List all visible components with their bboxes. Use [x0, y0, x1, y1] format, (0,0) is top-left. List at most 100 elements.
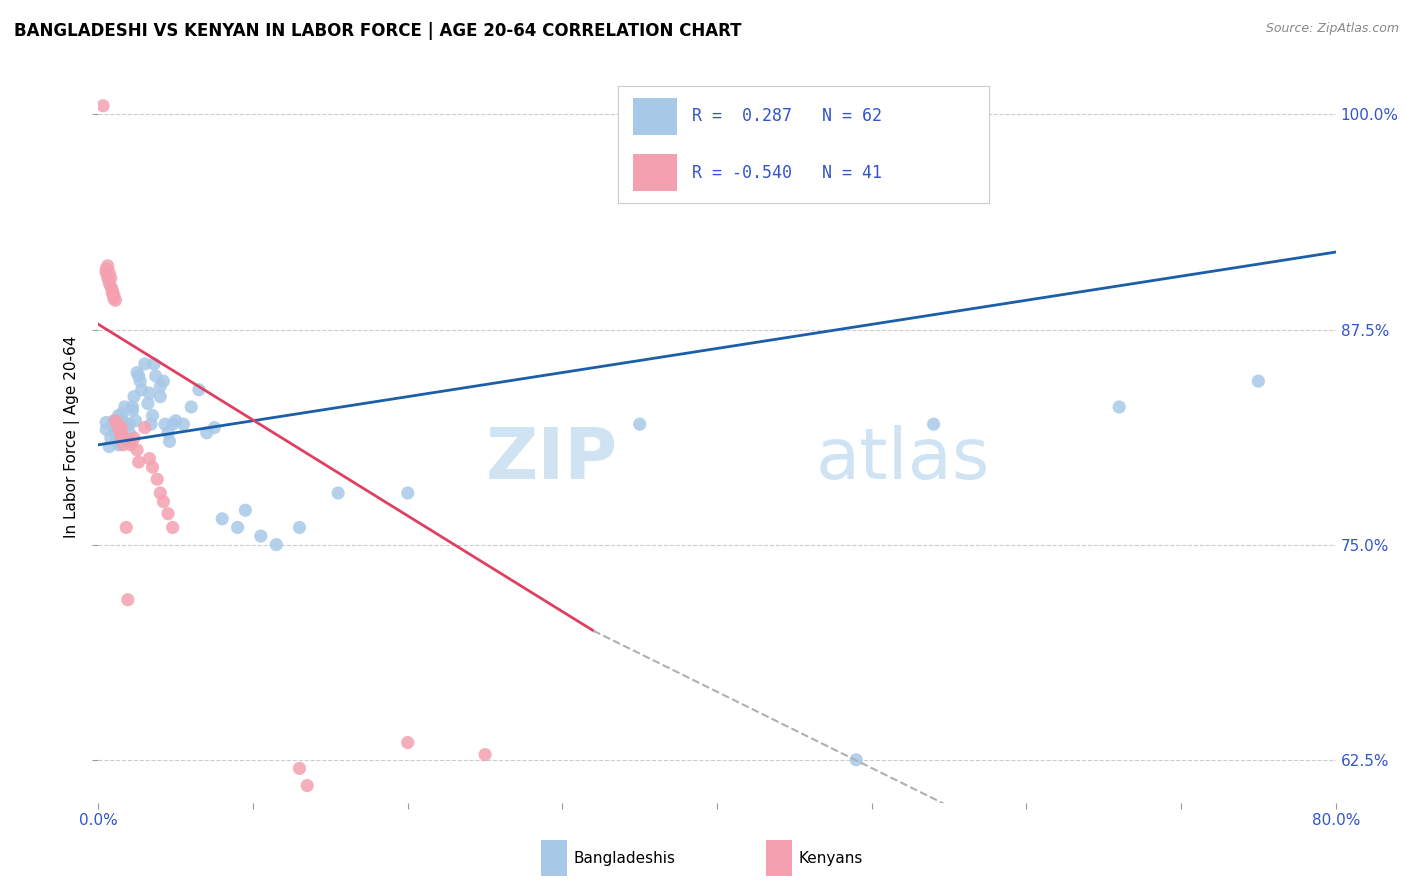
Point: [97, 271, 120, 285]
Point: [180, 400, 202, 414]
Point: [111, 407, 134, 421]
Point: [922, 417, 945, 432]
Point: [153, 417, 176, 432]
Point: [115, 520, 138, 534]
Point: [159, 434, 181, 449]
Point: [628, 417, 651, 432]
Point: [100, 271, 122, 285]
Point: [107, 438, 129, 452]
Point: [103, 414, 125, 428]
Text: ZIP: ZIP: [486, 425, 619, 493]
Point: [100, 279, 122, 293]
Point: [111, 431, 134, 445]
Point: [129, 374, 152, 388]
Point: [131, 383, 153, 397]
Point: [266, 538, 288, 552]
Point: [288, 520, 311, 534]
Text: Kenyans: Kenyans: [799, 851, 863, 865]
Text: atlas: atlas: [815, 425, 990, 493]
Point: [118, 433, 141, 447]
Text: BANGLADESHI VS KENYAN IN LABOR FORCE | AGE 20-64 CORRELATION CHART: BANGLADESHI VS KENYAN IN LABOR FORCE | A…: [14, 22, 741, 40]
Point: [134, 357, 156, 371]
Y-axis label: In Labor Force | Age 20-64: In Labor Force | Age 20-64: [63, 336, 80, 538]
Point: [91, 99, 114, 113]
Point: [211, 512, 233, 526]
Point: [103, 292, 125, 306]
Text: Bangladeshis: Bangladeshis: [574, 851, 676, 865]
Point: [396, 486, 419, 500]
Point: [122, 431, 145, 445]
Point: [111, 414, 134, 428]
Point: [105, 417, 128, 432]
Point: [98, 266, 121, 280]
Point: [118, 434, 141, 449]
Point: [115, 418, 138, 433]
Point: [157, 507, 180, 521]
Point: [188, 383, 211, 397]
Point: [104, 293, 127, 308]
Point: [128, 455, 150, 469]
Point: [104, 425, 127, 440]
Point: [124, 414, 146, 428]
Point: [118, 417, 141, 432]
Point: [143, 357, 166, 371]
Point: [162, 417, 184, 432]
Point: [107, 409, 129, 423]
Point: [101, 283, 124, 297]
Point: [226, 520, 249, 534]
Point: [396, 735, 419, 749]
Point: [117, 592, 139, 607]
Point: [112, 414, 135, 428]
Point: [845, 753, 868, 767]
Point: [103, 420, 125, 434]
Point: [127, 442, 149, 457]
Point: [97, 259, 120, 273]
Point: [134, 420, 156, 434]
Point: [103, 417, 125, 432]
Point: [204, 420, 226, 434]
Point: [121, 403, 143, 417]
Point: [173, 417, 195, 432]
Point: [98, 276, 121, 290]
Point: [96, 262, 118, 277]
Point: [121, 400, 143, 414]
Point: [288, 761, 311, 775]
Point: [149, 379, 172, 393]
Point: [165, 414, 187, 428]
Point: [149, 486, 172, 500]
Point: [100, 431, 122, 445]
Point: [152, 374, 174, 388]
Point: [114, 431, 136, 445]
Point: [146, 472, 169, 486]
Point: [297, 779, 319, 793]
Point: [105, 434, 128, 449]
Point: [142, 409, 165, 423]
Point: [108, 425, 131, 440]
Point: [120, 438, 142, 452]
Point: [162, 520, 184, 534]
Text: Source: ZipAtlas.com: Source: ZipAtlas.com: [1265, 22, 1399, 36]
Point: [250, 529, 273, 543]
Point: [142, 460, 165, 475]
Point: [149, 390, 172, 404]
Point: [103, 288, 125, 302]
Point: [98, 440, 121, 454]
Point: [152, 494, 174, 508]
Point: [122, 390, 145, 404]
Point: [474, 747, 496, 762]
Point: [195, 425, 218, 440]
Point: [114, 400, 136, 414]
Point: [118, 425, 141, 440]
Point: [235, 503, 257, 517]
Point: [139, 417, 162, 432]
Point: [96, 266, 118, 280]
Point: [157, 425, 180, 440]
Point: [111, 420, 134, 434]
Point: [127, 366, 149, 380]
Point: [138, 386, 160, 401]
Point: [107, 420, 129, 434]
Point: [101, 286, 124, 301]
Point: [1108, 400, 1130, 414]
Point: [105, 429, 128, 443]
Point: [96, 416, 118, 430]
